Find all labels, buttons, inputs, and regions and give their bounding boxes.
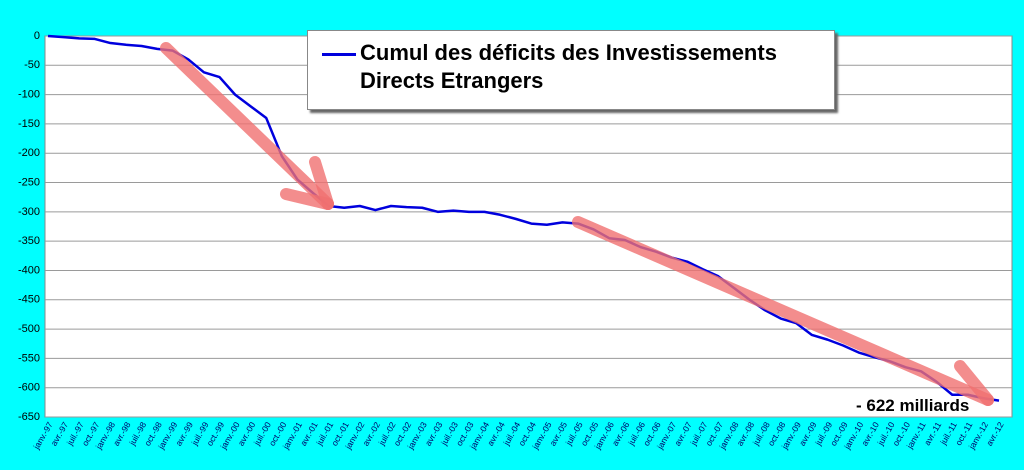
legend-label: Cumul des déficits des Investissements D… [360, 40, 777, 93]
y-tick-label: -50 [24, 59, 40, 71]
x-tick-label: janv.-97 [31, 420, 55, 452]
trend-arrow-head [280, 188, 334, 210]
y-tick-label: -300 [18, 206, 40, 218]
y-tick-label: -400 [18, 264, 40, 276]
trend-arrow-head [954, 360, 994, 406]
legend-swatch [322, 53, 356, 56]
y-tick-label: -150 [18, 118, 40, 130]
series-line [47, 34, 1000, 402]
y-tick-label: -200 [18, 147, 40, 159]
y-tick-label: -350 [18, 235, 40, 247]
trend-arrow [572, 216, 994, 406]
y-tick-label: -100 [18, 89, 40, 101]
y-tick-label: -500 [18, 323, 40, 335]
y-tick-label: -450 [18, 294, 40, 306]
trend-arrow [160, 42, 334, 210]
y-tick-label: -600 [18, 382, 40, 394]
trend-arrow-head [309, 156, 334, 210]
legend: Cumul des déficits des Investissements D… [307, 30, 835, 110]
trend-arrows [160, 42, 994, 406]
y-tick-label: -650 [18, 411, 40, 423]
y-tick-label: -250 [18, 176, 40, 188]
y-tick-label: 0 [34, 30, 40, 42]
y-tick-label: -550 [18, 352, 40, 364]
annotation: - 622 milliards [856, 396, 970, 415]
